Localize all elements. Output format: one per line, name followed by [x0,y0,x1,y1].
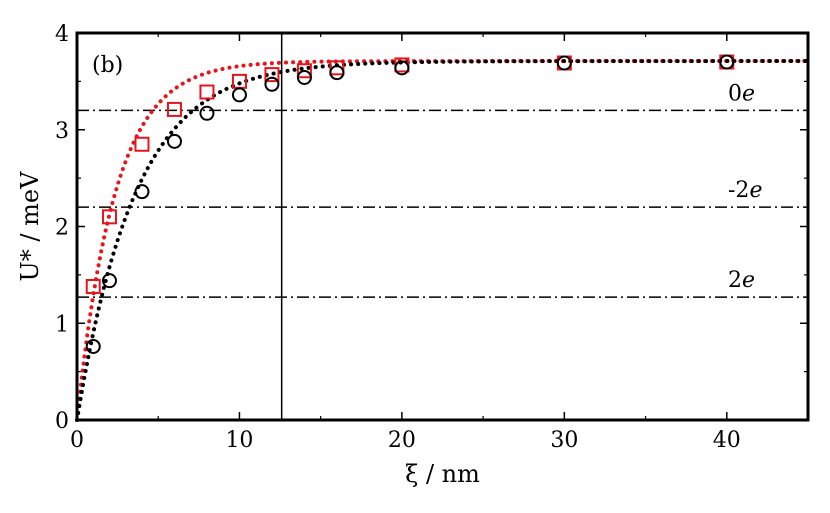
reference-line-label-charge: e [742,268,755,293]
square-marker [199,84,215,100]
reference-line-label: -2e [728,178,762,203]
data-markers-layer [85,54,735,354]
circle-marker [296,70,312,86]
x-tick-label: 20 [388,428,416,453]
circle-marker [166,133,182,149]
plot-frame [75,31,810,422]
ticks-layer [76,32,808,421]
y-tick-label: 3 [55,119,69,144]
y-tick-label: 1 [55,312,69,337]
x-tick-label: 0 [70,428,84,453]
fit-curves-layer [75,59,810,422]
square-marker [296,63,312,79]
panel-label: (b) [92,53,123,78]
circle-marker [101,273,117,289]
reference-line-label-number: 2 [728,268,742,293]
circle-marker [85,338,101,354]
reference-lines-layer [77,33,808,420]
circle-marker [329,65,345,81]
square-marker [166,101,182,117]
circle-marker [264,76,280,92]
circle-marker [719,54,735,70]
fit-curve [75,59,810,422]
square-marker [85,278,101,294]
circle-marker [199,105,215,121]
reference-line-label: 2e [728,268,755,293]
circle-marker [394,60,410,76]
x-tick-label: 10 [225,428,253,453]
reference-line-label: 0e [728,81,755,106]
x-tick-label: 30 [550,428,578,453]
y-tick-label: 2 [55,216,69,241]
square-marker [329,60,345,76]
reference-line-label-charge: e [742,81,755,106]
reference-line-label-number: -2 [728,178,749,203]
square-marker [264,67,280,83]
x-axis-label: ξ / nm [405,460,480,488]
y-tick-label: 4 [55,22,69,47]
circle-marker [556,55,572,71]
fit-curve [75,59,810,422]
square-marker [101,209,117,225]
circle-marker [231,87,247,103]
x-tick-label: 40 [713,428,741,453]
square-marker [134,136,150,152]
y-tick-label: 0 [55,409,69,434]
y-axis-label: U* / meV [16,171,44,282]
circle-marker [134,184,150,200]
reference-line-label-number: 0 [728,81,742,106]
reference-line-label-charge: e [749,178,762,203]
